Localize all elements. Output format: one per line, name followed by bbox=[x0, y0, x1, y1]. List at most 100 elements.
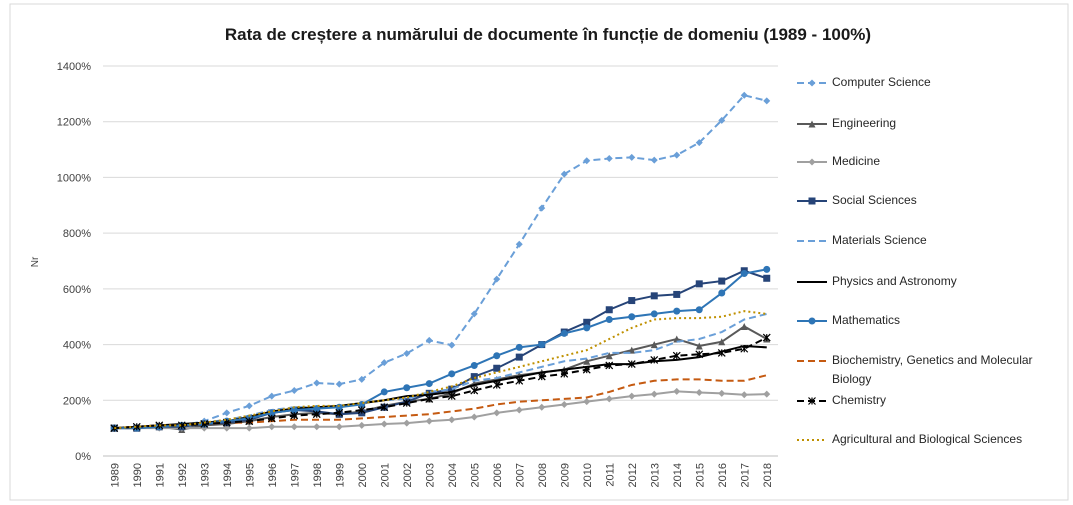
series-line bbox=[114, 312, 767, 430]
marker bbox=[718, 338, 726, 346]
marker bbox=[470, 310, 478, 318]
marker bbox=[290, 387, 298, 395]
marker bbox=[493, 364, 501, 372]
y-tick-label: 200% bbox=[63, 395, 91, 407]
y-tick-label: 1000% bbox=[57, 172, 91, 184]
marker bbox=[358, 421, 366, 429]
marker bbox=[223, 409, 231, 417]
x-tick-label: 2012 bbox=[627, 463, 639, 487]
marker bbox=[583, 357, 591, 365]
legend-label: Materials Science bbox=[832, 233, 927, 247]
x-tick-label: 1998 bbox=[312, 463, 324, 487]
x-tick-label: 1996 bbox=[267, 463, 279, 487]
y-tick-label: 400% bbox=[63, 340, 91, 352]
marker bbox=[357, 406, 366, 414]
marker bbox=[695, 306, 703, 314]
marker bbox=[808, 197, 816, 205]
chart-title: Rata de creștere a numărului de document… bbox=[225, 25, 871, 44]
marker bbox=[290, 411, 299, 420]
marker bbox=[650, 355, 659, 364]
marker bbox=[110, 424, 119, 433]
marker bbox=[740, 270, 748, 278]
x-tick-label: 1990 bbox=[132, 463, 144, 487]
marker bbox=[313, 423, 321, 431]
marker bbox=[763, 390, 771, 398]
series-line bbox=[114, 310, 767, 430]
marker bbox=[268, 392, 276, 400]
legend-label: Chemistry bbox=[832, 393, 887, 407]
x-tick-label: 2008 bbox=[537, 463, 549, 487]
marker bbox=[650, 310, 658, 318]
marker bbox=[245, 402, 253, 410]
marker bbox=[718, 116, 726, 124]
marker bbox=[515, 240, 523, 248]
marker bbox=[470, 373, 478, 381]
marker bbox=[425, 336, 433, 344]
legend-label: Agricultural and Biological Sciences bbox=[832, 432, 1023, 446]
marker bbox=[583, 398, 591, 406]
marker bbox=[560, 170, 568, 178]
x-tick-label: 2005 bbox=[469, 463, 481, 487]
marker bbox=[335, 380, 343, 388]
marker bbox=[290, 423, 298, 431]
marker bbox=[605, 395, 613, 403]
marker bbox=[493, 352, 501, 360]
marker bbox=[605, 306, 613, 314]
marker bbox=[537, 372, 546, 381]
x-tick-label: 2018 bbox=[762, 463, 774, 487]
x-tick-label: 2006 bbox=[492, 463, 504, 487]
marker bbox=[605, 361, 614, 370]
series-line bbox=[114, 344, 767, 430]
series-line bbox=[114, 336, 768, 430]
marker bbox=[717, 349, 726, 357]
x-tick-label: 2004 bbox=[447, 463, 459, 487]
marker bbox=[425, 380, 433, 388]
marker bbox=[650, 390, 658, 398]
legend-label: Engineering bbox=[832, 116, 897, 130]
marker bbox=[425, 417, 433, 425]
series-line bbox=[114, 390, 767, 430]
x-tick-label: 1995 bbox=[244, 463, 256, 487]
marker bbox=[403, 349, 411, 357]
marker bbox=[808, 397, 816, 405]
series-line bbox=[114, 268, 767, 430]
x-tick-label: 2015 bbox=[694, 463, 706, 487]
marker bbox=[808, 317, 816, 325]
legend-label: Physics and Astronomy bbox=[832, 274, 957, 288]
marker bbox=[718, 277, 726, 285]
x-tick-label: 2000 bbox=[357, 463, 369, 487]
x-tick-label: 2002 bbox=[402, 463, 414, 487]
marker bbox=[335, 403, 343, 411]
marker bbox=[448, 416, 456, 424]
marker bbox=[177, 421, 186, 430]
x-tick-label: 1997 bbox=[289, 463, 301, 487]
marker bbox=[695, 342, 703, 350]
marker bbox=[672, 351, 681, 360]
marker bbox=[695, 139, 703, 147]
legend-label: Social Sciences bbox=[832, 193, 917, 207]
marker bbox=[628, 153, 636, 161]
marker bbox=[267, 414, 276, 423]
marker bbox=[493, 409, 501, 417]
marker bbox=[335, 408, 344, 417]
marker bbox=[515, 343, 523, 351]
x-tick-label: 2014 bbox=[672, 463, 684, 487]
chart-frame bbox=[9, 3, 1069, 501]
x-tick-label: 2003 bbox=[424, 463, 436, 487]
legend-label: Biochemistry, Genetics and Molecular Bio… bbox=[832, 353, 1033, 386]
x-tick-label: 2013 bbox=[649, 463, 661, 487]
marker bbox=[245, 417, 254, 426]
marker bbox=[695, 388, 703, 396]
marker bbox=[538, 204, 546, 212]
x-tick-label: 1991 bbox=[154, 463, 166, 487]
x-tick-label: 2016 bbox=[717, 463, 729, 487]
marker bbox=[380, 403, 389, 412]
marker bbox=[447, 392, 456, 401]
marker bbox=[740, 322, 748, 330]
marker bbox=[673, 151, 681, 159]
marker bbox=[740, 344, 749, 353]
x-tick-label: 1992 bbox=[177, 463, 189, 487]
marker bbox=[425, 394, 434, 403]
